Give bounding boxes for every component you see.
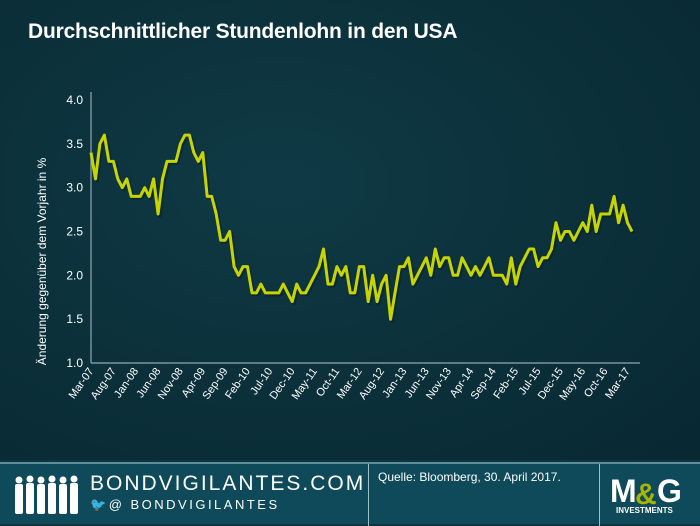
y-tick-label: 3.0 [66,181,83,195]
source-note: Quelle: Bloomberg, 30. April 2017. [378,470,561,484]
divider [599,464,600,526]
twitter-handle[interactable]: 🐦@ BONDVIGILANTES [90,497,280,513]
logo-subtitle: INVESTMENTS [616,506,673,515]
mg-logo: M&G INVESTMENTS [610,474,690,518]
svg-text:M: M [610,474,635,508]
y-tick-label: 4.0 [66,93,83,107]
series-line [91,135,632,319]
y-tick-label: 3.5 [66,137,83,151]
series-line-shadow [93,137,634,321]
y-tick-label: 1.5 [66,312,83,326]
footer: BONDVIGILANTES.COM 🐦@ BONDVIGILANTES Que… [0,462,700,524]
y-axis-label: Änderung gegenüber dem Vorjahr in % [35,157,49,365]
people-silhouettes-icon [12,474,80,516]
svg-text:&: & [635,478,657,508]
y-tick-label: 2.0 [66,268,83,282]
svg-text:G: G [657,474,682,508]
twitter-bird-icon: 🐦 [90,497,109,512]
y-tick-label: 2.5 [66,225,83,239]
y-tick-label: 1.0 [66,356,83,370]
line-chart: 1.01.52.02.53.03.54.0Mar-07Aug-07Jan-08J… [0,0,700,460]
divider [368,464,369,526]
brand-link[interactable]: BONDVIGILANTES.COM [90,472,365,496]
